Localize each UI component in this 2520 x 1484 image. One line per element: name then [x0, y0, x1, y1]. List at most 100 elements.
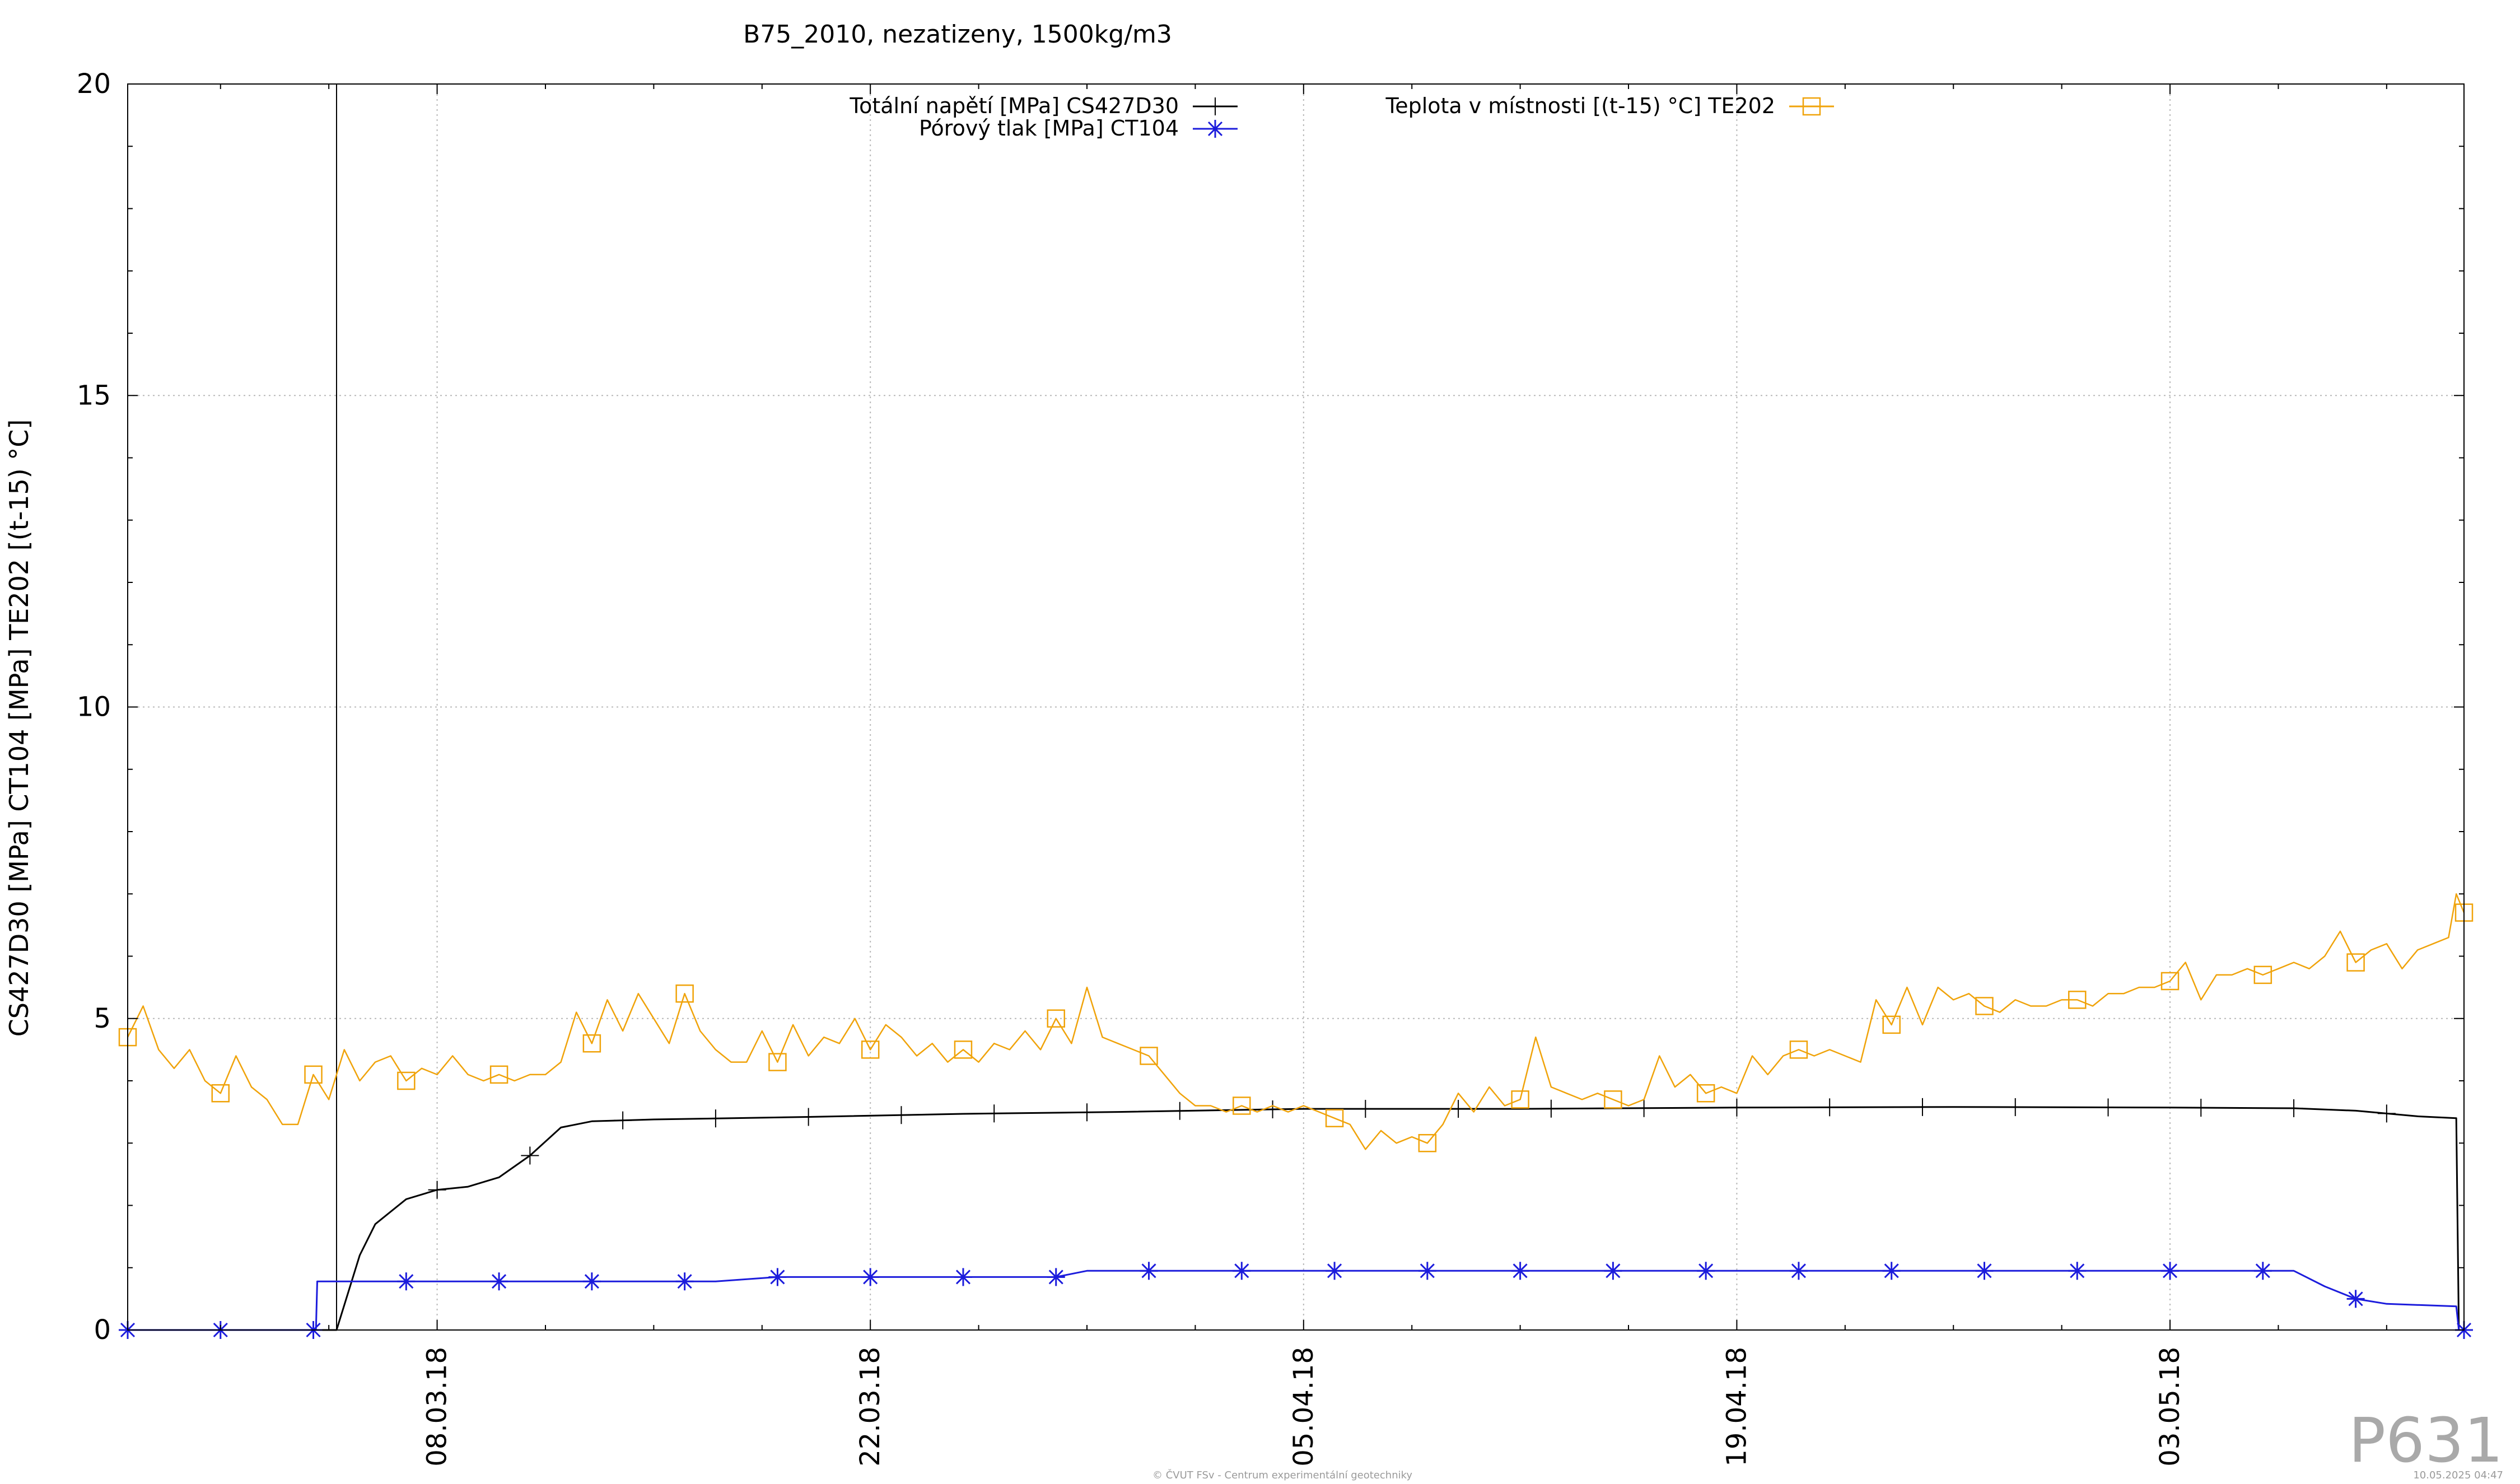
marker-stroke	[1791, 1263, 1807, 1278]
y-tick-label: 10	[77, 692, 111, 723]
series-marker	[582, 1272, 601, 1291]
marker-stroke	[1420, 1263, 1435, 1278]
marker-stroke	[1882, 1015, 1901, 1034]
y-tick-label: 5	[94, 1003, 111, 1034]
series-marker	[490, 1272, 508, 1291]
series-line	[127, 893, 2465, 1150]
series-marker	[799, 1108, 818, 1126]
marker-stroke	[1418, 1134, 1437, 1152]
series-marker	[2161, 1262, 2180, 1280]
series-marker	[675, 984, 694, 1003]
marker-stroke	[399, 1274, 414, 1289]
x-tick-label: 22.03.18	[855, 1347, 886, 1467]
grid	[128, 84, 2464, 1330]
marker-stroke	[1511, 1090, 1529, 1109]
series-marker	[1356, 1100, 1375, 1118]
chart-title: B75_2010, nezatizeny, 1500kg/m3	[743, 20, 1172, 49]
series-marker	[211, 1084, 230, 1103]
marker-stroke	[2162, 1263, 2178, 1278]
series-marker	[1542, 1099, 1560, 1118]
marker-stroke	[861, 1040, 880, 1059]
series-marker	[1604, 1262, 1622, 1280]
marker-stroke	[955, 1270, 971, 1285]
x-tick-label: 05.04.18	[1288, 1347, 1319, 1467]
series-marker	[1604, 1090, 1622, 1109]
marker-stroke	[304, 1065, 323, 1084]
series-marker	[1140, 1047, 1158, 1065]
series-marker	[2192, 1099, 2210, 1117]
series-marker	[706, 1109, 725, 1128]
marker-stroke	[1327, 1263, 1342, 1278]
series-marker	[1975, 1262, 1994, 1280]
marker-stroke	[2346, 953, 2365, 972]
y-tick-label: 20	[77, 68, 111, 100]
series-marker	[1078, 1103, 1096, 1122]
marker-stroke	[584, 1274, 599, 1289]
series-marker	[428, 1180, 446, 1199]
series-marker	[675, 1272, 694, 1291]
series-marker	[304, 1065, 323, 1084]
series-marker	[768, 1268, 787, 1286]
series-marker	[2377, 1104, 2396, 1123]
footer-credit: © ČVUT FSv - Centrum experimentální geot…	[1152, 1469, 1412, 1481]
marker-stroke	[1698, 1263, 1714, 1278]
marker-stroke	[1975, 997, 1994, 1015]
plot-frame	[127, 83, 2465, 1331]
series-marker	[2253, 1262, 2272, 1280]
legend-label: Pórový tlak [MPa] CT104	[919, 116, 1179, 141]
series-marker	[1696, 1084, 1715, 1103]
x-tick-label: 03.05.18	[2154, 1347, 2186, 1467]
marker-stroke	[1802, 97, 1821, 116]
marker-stroke	[1140, 1047, 1158, 1065]
marker-stroke	[1977, 1263, 1992, 1278]
series-marker	[1728, 1098, 1746, 1117]
series-marker	[861, 1268, 880, 1286]
series-marker	[2346, 1290, 2365, 1308]
series-marker	[1511, 1262, 1529, 1280]
series-marker	[1975, 997, 1994, 1015]
series-marker	[1325, 1109, 1344, 1127]
legend-label: Teplota v místnosti [(t-15) °C] TE202	[1385, 94, 1775, 118]
marker-stroke	[582, 1034, 601, 1053]
marker-stroke	[1207, 121, 1223, 137]
marker-stroke	[1513, 1263, 1528, 1278]
series-marker	[1789, 1262, 1808, 1280]
marker-stroke	[1606, 1263, 1621, 1278]
series-marker	[1233, 1262, 1251, 1280]
marker-stroke	[2348, 1291, 2363, 1306]
axes: 0 5 10 15 20 08.03.18 22.03.18 05.04.18 19.04.18…	[77, 68, 2465, 1467]
series-marker	[1047, 1009, 1065, 1028]
series-marker	[892, 1106, 911, 1124]
marker-stroke	[1696, 1084, 1715, 1103]
marker-stroke	[768, 1053, 787, 1071]
legend-marker	[1206, 120, 1224, 138]
footer-timestamp: 10.05.2025 04:47	[2413, 1469, 2503, 1481]
series-marker	[1511, 1090, 1529, 1109]
series-marker	[1789, 1040, 1808, 1059]
marker-stroke	[2160, 972, 2180, 991]
series-marker	[1697, 1262, 1715, 1280]
series-marker	[2253, 965, 2272, 984]
watermark: P631	[2349, 1404, 2503, 1476]
marker-stroke	[863, 1270, 878, 1285]
series-marker	[582, 1034, 601, 1053]
marker-stroke	[489, 1065, 508, 1084]
marker-stroke	[1233, 1096, 1251, 1115]
x-tick-label: 08.03.18	[422, 1347, 453, 1467]
marker-stroke	[954, 1040, 973, 1059]
series-marker	[1913, 1098, 1931, 1116]
series-marker	[2285, 1099, 2303, 1117]
series-marker	[2068, 1262, 2087, 1280]
y-tick-label: 0	[94, 1314, 111, 1346]
marker-stroke	[2070, 1263, 2085, 1278]
marker-stroke	[1141, 1263, 1156, 1278]
marker-stroke	[1325, 1109, 1344, 1127]
y-tick-label: 15	[77, 380, 111, 411]
series-marker	[1418, 1134, 1437, 1152]
series-marker	[861, 1040, 880, 1059]
legend-marker	[1206, 97, 1224, 115]
series-marker	[1418, 1262, 1436, 1280]
series-marker	[614, 1111, 632, 1130]
